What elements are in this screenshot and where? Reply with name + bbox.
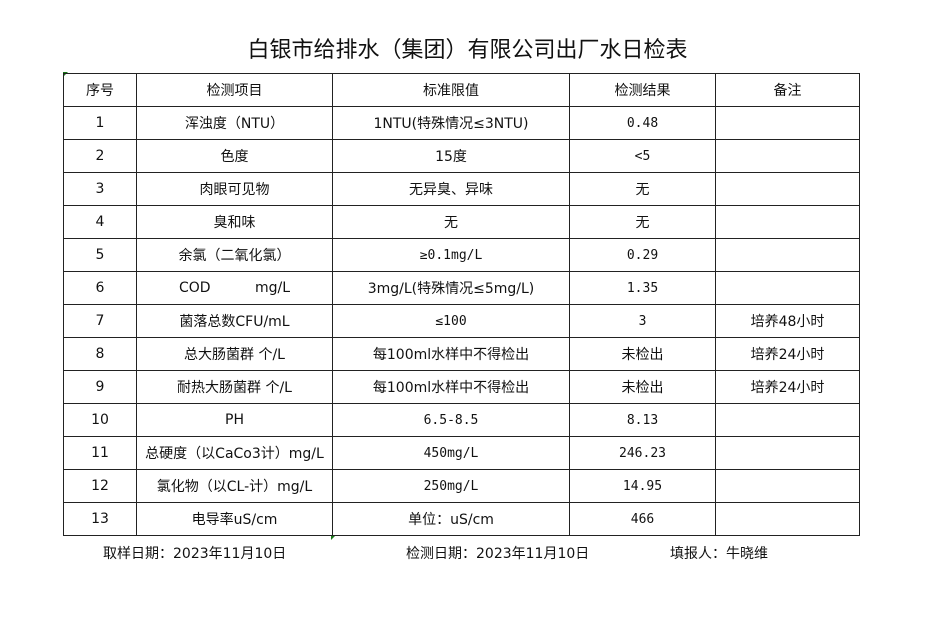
table-row: 5 余氯（二氧化氯） ≥0.1mg/L 0.29 [63,238,860,272]
cell-item: 总大肠菌群 个/L [136,337,333,371]
cell-result: 1.35 [569,271,716,305]
header-result: 检测结果 [569,73,716,107]
cell-result: 0.29 [569,238,716,272]
cell-result: 246.23 [569,436,716,470]
cell-limit: 450mg/L [332,436,570,470]
cell-remark [715,271,860,305]
cell-result: 466 [569,502,716,536]
cell-remark [715,205,860,239]
cell-item: 余氯（二氧化氯） [136,238,333,272]
cell-index: 5 [63,238,137,272]
cell-index: 2 [63,139,137,173]
cell-result: <5 [569,139,716,173]
cell-item: 色度 [136,139,333,173]
table-row: 9 耐热大肠菌群 个/L 每100ml水样中不得检出 未检出 培养24小时 [63,370,860,404]
cell-limit: 250mg/L [332,469,570,503]
table-row: 7 菌落总数CFU/mL ≤100 3 培养48小时 [63,304,860,338]
cell-item: 总硬度（以CaCo3计）mg/L [136,436,333,470]
cell-index: 4 [63,205,137,239]
cell-index: 6 [63,271,137,305]
test-date: 检测日期：2023年11月10日 [406,546,590,562]
cell-item: COD mg/L [136,271,333,305]
table-header-row: 序号 检测项目 标准限值 检测结果 备注 [63,73,860,107]
cell-limit: 6.5-8.5 [332,403,570,437]
cell-result: 未检出 [569,370,716,404]
table-row: 4 臭和味无无 [63,205,860,239]
cell-result: 8.13 [569,403,716,437]
cell-remark [715,238,860,272]
cell-marker [331,535,336,540]
table-row: 13 电导率uS/cm 单位：uS/cm 466 [63,502,860,536]
header-remark: 备注 [715,73,860,107]
cell-index: 13 [63,502,137,536]
cell-item: 电导率uS/cm [136,502,333,536]
header-item: 检测项目 [136,73,333,107]
cell-item: 肉眼可见物 [136,172,333,206]
cell-limit: 单位：uS/cm [332,502,570,536]
table-row: 8 总大肠菌群 个/L 每100ml水样中不得检出 未检出 培养24小时 [63,337,860,371]
table-row: 2 色度 15度 <5 [63,139,860,173]
header-index: 序号 [63,73,137,107]
table-row: 1 浑浊度（NTU） 1NTU(特殊情况≤3NTU) 0.48 [63,106,860,140]
cell-index: 12 [63,469,137,503]
reporter: 填报人：牛晓维 [670,546,768,562]
cell-limit: 无 [332,205,570,239]
cell-result: 14.95 [569,469,716,503]
header-limit: 标准限值 [332,73,570,107]
table-row: 3 肉眼可见物 无异臭、异味无 [63,172,860,206]
sampling-date: 取样日期：2023年11月10日 [103,546,287,562]
cell-limit: 每100ml水样中不得检出 [332,337,570,371]
cell-remark [715,436,860,470]
cell-limit: 15度 [332,139,570,173]
cell-index: 11 [63,436,137,470]
cell-index: 10 [63,403,137,437]
table-row: 12 氯化物（以CL-计）mg/L 250mg/L 14.95 [63,469,860,503]
cell-limit: ≤100 [332,304,570,338]
cell-item: 臭和味 [136,205,333,239]
cell-item: 菌落总数CFU/mL [136,304,333,338]
cell-limit: 1NTU(特殊情况≤3NTU) [332,106,570,140]
table-row: 11 总硬度（以CaCo3计）mg/L 450mg/L 246.23 [63,436,860,470]
cell-remark [715,502,860,536]
cell-index: 8 [63,337,137,371]
cell-index: 9 [63,370,137,404]
cell-item: 耐热大肠菌群 个/L [136,370,333,404]
cell-index: 1 [63,106,137,140]
table-row: 10 PH 6.5-8.5 8.13 [63,403,860,437]
cell-result: 无 [569,172,716,206]
table-row: 6 COD mg/L 3mg/L(特殊情况≤5mg/L) 1.35 [63,271,860,305]
cell-limit: 每100ml水样中不得检出 [332,370,570,404]
cell-result: 无 [569,205,716,239]
cell-remark: 培养24小时 [715,337,860,371]
cell-result: 0.48 [569,106,716,140]
cell-limit: 无异臭、异味 [332,172,570,206]
cell-limit: 3mg/L(特殊情况≤5mg/L) [332,271,570,305]
page-title: 白银市给排水（集团）有限公司出厂水日检表 [247,38,688,63]
cell-item: 浑浊度（NTU） [136,106,333,140]
cell-index: 7 [63,304,137,338]
cell-remark [715,403,860,437]
inspection-table: 序号 检测项目 标准限值 检测结果 备注 1 浑浊度（NTU） 1NTU(特殊情况≤… [63,73,860,536]
cell-remark: 培养24小时 [715,370,860,404]
cell-limit: ≥0.1mg/L [332,238,570,272]
cell-item: 氯化物（以CL-计）mg/L [136,469,333,503]
cell-item: PH [136,403,333,437]
cell-remark [715,106,860,140]
cell-index: 3 [63,172,137,206]
cell-remark [715,139,860,173]
cell-remark [715,172,860,206]
cell-remark [715,469,860,503]
cell-result: 3 [569,304,716,338]
cell-result: 未检出 [569,337,716,371]
cell-remark: 培养48小时 [715,304,860,338]
